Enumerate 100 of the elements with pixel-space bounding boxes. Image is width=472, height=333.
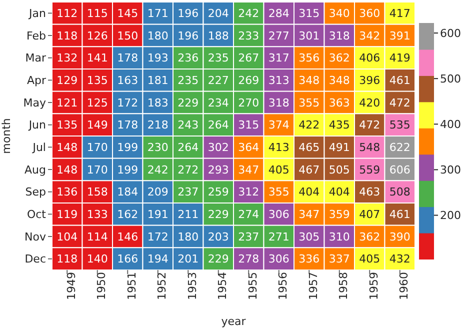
data-label: 347 bbox=[298, 208, 320, 222]
data-label: 129 bbox=[56, 74, 78, 88]
data-label: 356 bbox=[298, 52, 320, 65]
x-axis-title: year bbox=[221, 315, 246, 328]
data-label: 505 bbox=[328, 163, 350, 176]
data-label: 306 bbox=[268, 208, 290, 222]
data-label: 315 bbox=[238, 118, 260, 132]
y-tick-label: Mar bbox=[25, 52, 46, 65]
data-label: 432 bbox=[389, 252, 410, 266]
data-label: 150 bbox=[117, 29, 138, 42]
data-label: 114 bbox=[86, 230, 108, 244]
data-label: 269 bbox=[238, 74, 260, 88]
data-label: 259 bbox=[208, 186, 229, 199]
data-label: 355 bbox=[268, 186, 290, 199]
data-label: 170 bbox=[86, 163, 108, 176]
data-label: 145 bbox=[117, 7, 138, 20]
data-label: 146 bbox=[117, 230, 138, 244]
data-label: 390 bbox=[389, 230, 410, 244]
data-label: 211 bbox=[178, 208, 199, 222]
data-label: 277 bbox=[268, 29, 290, 42]
data-label: 306 bbox=[268, 252, 290, 266]
data-label: 342 bbox=[359, 29, 380, 42]
y-axis-title: month bbox=[0, 118, 13, 154]
data-label: 413 bbox=[268, 141, 290, 154]
data-label: 435 bbox=[328, 118, 350, 132]
y-tick-label: Jul bbox=[32, 141, 46, 154]
data-label: 422 bbox=[298, 118, 320, 132]
data-label: 166 bbox=[117, 252, 138, 266]
data-label: 180 bbox=[147, 29, 168, 42]
data-label: 274 bbox=[238, 208, 260, 222]
data-label: 140 bbox=[86, 252, 108, 266]
y-tick-label: Jun bbox=[28, 118, 46, 132]
x-tick-label: 1956 bbox=[276, 272, 290, 300]
data-label: 242 bbox=[147, 163, 168, 176]
data-label: 417 bbox=[389, 7, 410, 20]
data-label: 184 bbox=[117, 186, 138, 199]
x-tick-label: 1958 bbox=[337, 272, 350, 300]
data-label: 112 bbox=[56, 7, 78, 20]
data-label: 465 bbox=[298, 141, 320, 154]
color-bar-label: 600 bbox=[440, 26, 461, 40]
data-label: 463 bbox=[359, 186, 380, 199]
x-tick-label: 1959 bbox=[367, 272, 380, 300]
data-label: 407 bbox=[359, 208, 380, 222]
data-label: 404 bbox=[328, 186, 350, 199]
data-label: 118 bbox=[56, 29, 78, 42]
data-label: 355 bbox=[298, 96, 320, 110]
data-label: 178 bbox=[117, 52, 138, 65]
data-label: 472 bbox=[389, 96, 410, 110]
data-label: 237 bbox=[238, 230, 260, 244]
data-label: 347 bbox=[238, 163, 260, 176]
data-label: 348 bbox=[298, 74, 320, 88]
data-label: 364 bbox=[238, 141, 260, 154]
color-scale: 200 300 400 500 600 bbox=[417, 0, 469, 333]
data-label: 126 bbox=[86, 29, 108, 42]
data-label: 172 bbox=[117, 96, 138, 110]
data-label: 336 bbox=[298, 252, 320, 266]
data-label: 396 bbox=[359, 74, 380, 88]
data-label: 235 bbox=[208, 52, 229, 65]
y-tick-label: May bbox=[23, 96, 46, 110]
data-label: 302 bbox=[208, 141, 229, 154]
data-label: 374 bbox=[268, 118, 290, 132]
color-bar-label: 500 bbox=[440, 72, 461, 86]
data-label: 218 bbox=[147, 118, 168, 132]
data-label: 235 bbox=[178, 74, 199, 88]
data-label: 548 bbox=[359, 141, 380, 154]
data-label: 419 bbox=[389, 52, 410, 65]
data-label: 362 bbox=[359, 230, 380, 244]
data-label: 141 bbox=[86, 52, 108, 65]
x-tick-label: 1950 bbox=[95, 272, 108, 300]
data-label: 191 bbox=[147, 208, 168, 222]
y-tick-label: Jan bbox=[28, 7, 46, 20]
data-label: 125 bbox=[86, 96, 108, 110]
data-label: 472 bbox=[359, 118, 380, 132]
y-tick-label: Sep bbox=[25, 186, 46, 199]
data-label: 181 bbox=[147, 74, 168, 88]
x-tick-label: 1957 bbox=[306, 272, 320, 300]
data-label: 267 bbox=[238, 52, 260, 65]
data-label: 508 bbox=[389, 186, 410, 199]
data-label: 348 bbox=[328, 74, 350, 88]
data-label: 148 bbox=[56, 141, 78, 154]
data-label: 196 bbox=[178, 29, 199, 42]
color-bar-label: 200 bbox=[440, 209, 461, 222]
data-label: 204 bbox=[208, 7, 229, 20]
data-label: 209 bbox=[147, 186, 168, 199]
data-label: 404 bbox=[298, 186, 320, 199]
data-label: 278 bbox=[238, 252, 260, 266]
data-label: 340 bbox=[328, 7, 350, 20]
data-label: 420 bbox=[359, 96, 380, 110]
data-label: 301 bbox=[298, 29, 320, 42]
color-bar-label: 400 bbox=[440, 118, 461, 131]
data-label: 242 bbox=[238, 7, 260, 20]
data-label: 118 bbox=[56, 252, 78, 266]
data-label: 180 bbox=[178, 230, 199, 244]
data-label: 363 bbox=[328, 96, 350, 110]
color-bar-label: 300 bbox=[440, 164, 461, 177]
data-label: 188 bbox=[208, 29, 229, 42]
data-label: 318 bbox=[328, 29, 350, 42]
data-label: 264 bbox=[178, 141, 199, 154]
data-label: 362 bbox=[328, 52, 350, 65]
x-tick-label: 1960 bbox=[398, 272, 411, 300]
